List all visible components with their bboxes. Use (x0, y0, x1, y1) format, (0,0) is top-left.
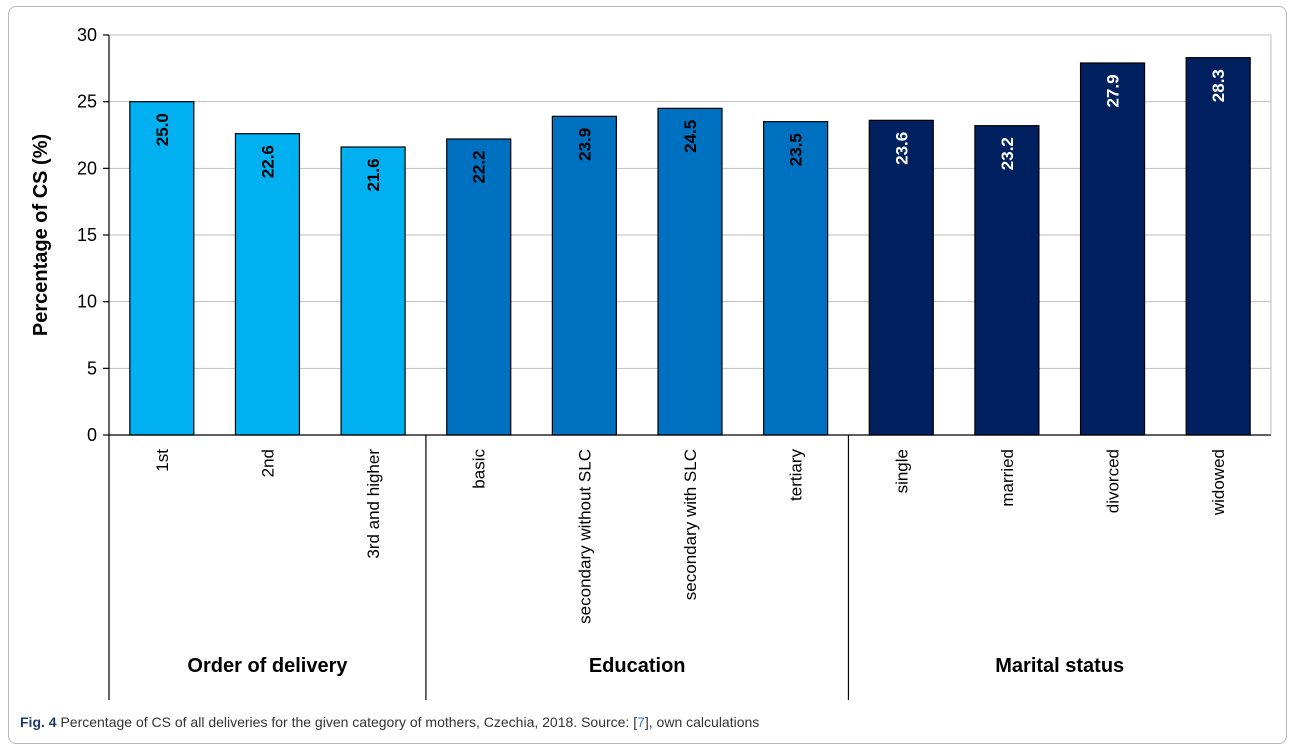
y-tick-label: 10 (77, 292, 97, 312)
value-label: 23.9 (575, 128, 594, 161)
category-label: 3rd and higher (364, 449, 383, 559)
bar-basic (446, 138, 512, 436)
value-label: 27.9 (1104, 74, 1123, 107)
y-tick-label: 20 (77, 158, 97, 178)
value-label: 22.2 (470, 150, 489, 183)
chart-labels: 0 5 10 15 20 25 30 25.0 1st 22.6 2nd 21.6 3rd and hi… (30, 25, 1228, 677)
category-label: widowed (1209, 449, 1228, 516)
value-label: 24.5 (681, 120, 700, 153)
caption-text: Percentage of CS of all deliveries for t… (60, 714, 638, 730)
value-label: 23.6 (892, 132, 911, 165)
y-tick-label: 25 (77, 92, 97, 112)
bar-2nd (234, 133, 301, 436)
y-tick-label: 30 (77, 25, 97, 45)
figure-caption: Fig. 4 Percentage of CS of all deliverie… (20, 714, 759, 730)
bars (129, 57, 1251, 436)
caption-reference-link[interactable]: 7 (637, 714, 645, 730)
y-axis-title: Percentage of CS (%) (30, 134, 52, 336)
bar-secondary-with-SLC (657, 107, 723, 436)
category-label: 2nd (258, 449, 277, 477)
group-label: Order of delivery (187, 655, 348, 677)
category-label: tertiary (787, 449, 806, 501)
value-label: 28.3 (1209, 69, 1228, 102)
bar-single (868, 119, 934, 436)
figure-frame (8, 6, 1287, 744)
bar-divorced (1079, 62, 1146, 436)
value-label: 23.5 (787, 133, 806, 166)
bar-3rd-and-higher (340, 146, 406, 436)
value-label: 23.2 (998, 137, 1017, 170)
y-tick-label: 15 (77, 225, 97, 245)
y-tick-label: 5 (87, 358, 97, 378)
caption-text-end: ], own calculations (644, 714, 760, 730)
group-label: Education (589, 655, 686, 677)
y-tick-label: 0 (87, 425, 97, 445)
axes (103, 34, 1272, 700)
category-label: 1st (153, 449, 172, 472)
category-label: secondary with SLC (681, 449, 700, 600)
category-label: secondary without SLC (575, 449, 594, 624)
category-label: divorced (1104, 449, 1123, 513)
bar-secondary-without-SLC (551, 115, 617, 436)
value-label: 25.0 (153, 113, 172, 146)
category-label: single (892, 449, 911, 493)
bar-tertiary (763, 121, 829, 436)
group-label: Marital status (995, 655, 1124, 677)
category-label: basic (470, 449, 489, 489)
category-label: married (998, 449, 1017, 507)
value-label: 22.6 (258, 145, 277, 178)
value-label: 21.6 (364, 158, 383, 191)
bar-married (974, 125, 1040, 436)
bar-1st (129, 101, 195, 436)
bar-widowed (1185, 57, 1251, 436)
bar-chart: 0 5 10 15 20 25 30 25.0 1st 22.6 2nd 21.6 3rd and hi… (30, 25, 1272, 700)
caption-figure-label: Fig. 4 (20, 714, 57, 730)
